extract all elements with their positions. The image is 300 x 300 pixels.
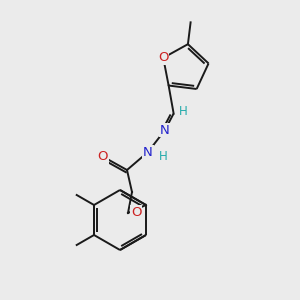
Text: O: O [98, 151, 108, 164]
Text: N: N [143, 146, 153, 158]
Text: H: H [159, 149, 167, 163]
Text: H: H [179, 105, 188, 118]
Text: O: O [131, 206, 141, 218]
Text: O: O [158, 51, 169, 64]
Text: N: N [160, 124, 170, 136]
